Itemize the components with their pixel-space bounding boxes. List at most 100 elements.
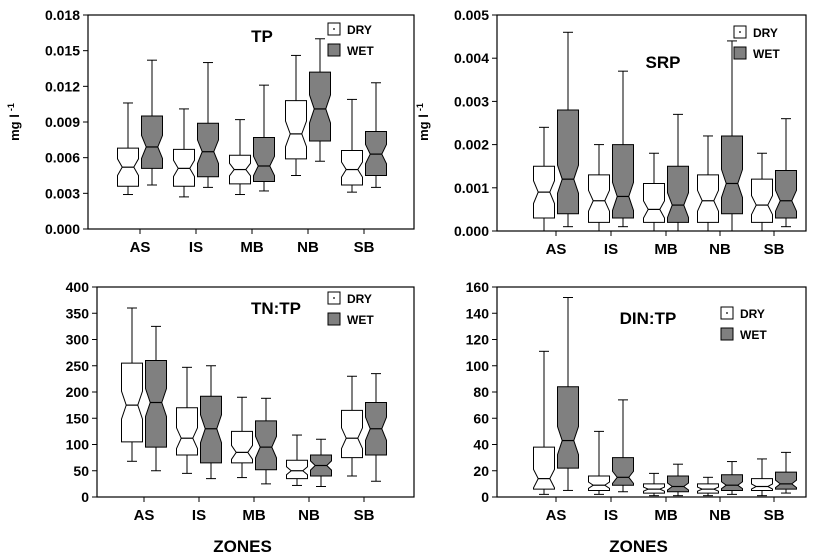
- box-wet-nb: [721, 461, 743, 495]
- panel-title: TN:TP: [251, 299, 301, 318]
- y-tick-label: 60: [473, 410, 489, 426]
- box-body: [721, 474, 743, 491]
- y-tick-label: 100: [466, 358, 490, 374]
- x-tick-label: IS: [604, 241, 618, 258]
- y-tick-label: 40: [473, 437, 489, 453]
- box-body: [557, 386, 579, 469]
- box-dry-sb: [751, 152, 773, 232]
- y-tick-label: 0: [81, 489, 89, 505]
- y-tick-label: 0.018: [45, 7, 80, 23]
- y-tick-label: 0.002: [454, 137, 489, 153]
- box-body: [612, 457, 634, 486]
- y-axis-label: mg l -1: [6, 103, 22, 141]
- box-body: [721, 135, 743, 215]
- y-axis-label: mg l -1: [415, 103, 431, 141]
- x-tick-label: SB: [354, 507, 375, 524]
- box-wet-as: [145, 325, 167, 472]
- y-tick-label: 140: [466, 305, 490, 321]
- legend-label-dry: DRY: [347, 23, 372, 37]
- legend-label-dry: DRY: [740, 307, 765, 321]
- box-wet-sb: [775, 451, 797, 494]
- box-body: [557, 109, 579, 215]
- x-tick-label: IS: [604, 507, 618, 524]
- box-body: [145, 360, 167, 448]
- panel-title: TP: [251, 27, 273, 46]
- box-dry-mb: [643, 472, 665, 497]
- y-tick-label: 50: [73, 463, 89, 479]
- x-tick-label: NB: [709, 241, 731, 258]
- y-axis-label-main: mg l: [7, 114, 22, 141]
- y-tick-label: 250: [66, 358, 90, 374]
- box-body: [697, 174, 719, 223]
- y-tick-label: 80: [473, 384, 489, 400]
- x-tick-label: IS: [192, 507, 206, 524]
- box-body: [253, 136, 275, 182]
- y-tick-label: 0.005: [454, 7, 489, 23]
- box-dry-mb: [643, 152, 665, 232]
- box-dry-nb: [697, 476, 719, 497]
- box-wet-mb: [667, 463, 689, 497]
- box-body: [667, 165, 689, 223]
- box-body: [341, 150, 363, 186]
- y-tick-label: 0.001: [454, 180, 489, 196]
- y-tick-label: 150: [66, 410, 90, 426]
- panel-din-tp: 0 20 40 60 80 100 120 140 160 AS IS MB NB SB DIN:TP ZON…: [466, 279, 807, 556]
- x-tick-label: AS: [546, 241, 567, 258]
- y-tick-label: 0.009: [45, 114, 80, 130]
- box-dry-is: [588, 144, 610, 232]
- box-body: [341, 409, 363, 459]
- y-tick-label: 0.003: [454, 93, 489, 109]
- box-dry-nb: [285, 54, 307, 176]
- box-dry-as: [533, 350, 555, 495]
- box-body: [197, 122, 219, 178]
- box-body: [667, 475, 689, 493]
- panel-srp: 0.000 0.001 0.002 0.003 0.004 0.005 AS IS MB NB SB…: [415, 7, 807, 258]
- y-tick-label: 100: [66, 437, 90, 453]
- x-tick-label: AS: [546, 507, 567, 524]
- panel-tn-tp: 0 50 100 150 200 250 300 350 400 AS IS MB NB SB TN:TP Z…: [66, 279, 415, 556]
- x-tick-label: SB: [354, 239, 375, 256]
- y-tick-label: 0.000: [45, 221, 80, 237]
- y-axis-label-main: mg l: [416, 114, 431, 141]
- box-dry-is: [588, 430, 610, 495]
- y-tick-label: 300: [66, 332, 90, 348]
- box-wet-sb: [365, 373, 387, 482]
- box-body: [176, 407, 198, 456]
- box-wet-is: [197, 62, 219, 188]
- x-tick-label: IS: [189, 239, 203, 256]
- y-tick-label: 400: [66, 279, 90, 295]
- x-tick-label: MB: [654, 241, 677, 258]
- box-body: [309, 71, 331, 142]
- legend-swatch-wet: [327, 43, 341, 57]
- x-axis-label: ZONES: [213, 537, 272, 556]
- y-tick-label: 200: [66, 384, 90, 400]
- y-tick-label: 0.004: [454, 50, 489, 66]
- box-wet-as: [557, 297, 579, 491]
- box-dry-is: [173, 108, 195, 198]
- box-dry-mb: [229, 119, 251, 196]
- box-wet-sb: [365, 82, 387, 188]
- legend-swatch-wet: [720, 327, 734, 341]
- box-dry-as: [533, 126, 555, 232]
- legend-swatch-dot: [333, 297, 335, 299]
- legend-label-wet: WET: [347, 44, 374, 58]
- y-tick-label: 0: [481, 489, 489, 505]
- box-wet-nb: [309, 38, 331, 162]
- legend-label-dry: DRY: [753, 26, 778, 40]
- box-dry-sb: [341, 98, 363, 193]
- box-wet-nb: [721, 40, 743, 232]
- box-body: [286, 459, 308, 480]
- box-wet-as: [557, 31, 579, 228]
- y-tick-label: 0.012: [45, 78, 80, 94]
- box-wet-as: [141, 59, 163, 186]
- x-tick-label: NB: [709, 507, 731, 524]
- box-body: [775, 471, 797, 490]
- x-tick-label: MB: [654, 507, 677, 524]
- y-tick-label: 20: [473, 463, 489, 479]
- panel-title: SRP: [646, 53, 681, 72]
- box-dry-sb: [751, 458, 773, 497]
- box-body: [697, 483, 719, 494]
- x-axis-label: ZONES: [609, 537, 668, 556]
- legend-swatch-dot: [739, 31, 741, 33]
- box-dry-nb: [286, 434, 308, 486]
